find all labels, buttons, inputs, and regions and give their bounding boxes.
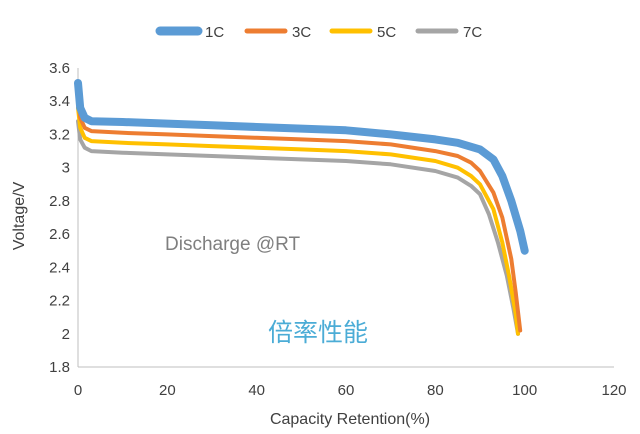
legend-label: 3C bbox=[292, 24, 311, 41]
y-tick-label: 2.2 bbox=[49, 293, 70, 310]
legend-label: 7C bbox=[463, 24, 482, 41]
legend-item-5c: 5C bbox=[329, 24, 396, 41]
legend-item-3c: 3C bbox=[244, 24, 311, 41]
y-axis-title: Voltage/V bbox=[11, 181, 28, 250]
series-line-5c bbox=[76, 105, 520, 336]
legend-label: 5C bbox=[377, 24, 396, 41]
legend-item-7c: 7C bbox=[415, 24, 482, 41]
plot-area: 1.8 2 2.2 2.4 2.6 2.8 3 3.2 3.4 3.6 0 20 40 60 80 100 1… bbox=[49, 60, 626, 399]
y-tick-label: 1.8 bbox=[49, 359, 70, 376]
x-tick-label: 80 bbox=[427, 382, 444, 399]
y-axis-ticks: 1.8 2 2.2 2.4 2.6 2.8 3 3.2 3.4 3.6 bbox=[49, 60, 70, 376]
legend: 1C 3C 5C 7C bbox=[155, 24, 482, 41]
x-axis-title: Capacity Retention(%) bbox=[270, 411, 430, 428]
y-tick-label: 2.4 bbox=[49, 259, 70, 276]
x-tick-label: 60 bbox=[338, 382, 355, 399]
y-tick-label: 2.8 bbox=[49, 193, 70, 210]
discharge-condition-annotation: Discharge @RT bbox=[165, 234, 300, 255]
series-line-1c bbox=[74, 79, 529, 255]
x-tick-label: 40 bbox=[248, 382, 265, 399]
x-tick-label: 120 bbox=[601, 382, 626, 399]
y-tick-label: 3.4 bbox=[49, 93, 70, 110]
legend-label: 1C bbox=[205, 24, 224, 41]
y-tick-label: 3.6 bbox=[49, 60, 70, 77]
rate-performance-annotation: 倍率性能 bbox=[268, 318, 368, 347]
series-line-7c bbox=[76, 119, 520, 336]
y-tick-label: 3.2 bbox=[49, 126, 70, 143]
y-tick-label: 2 bbox=[62, 326, 70, 343]
x-tick-label: 0 bbox=[74, 382, 82, 399]
x-tick-label: 100 bbox=[512, 382, 537, 399]
legend-item-1c: 1C bbox=[155, 24, 224, 41]
y-tick-label: 2.6 bbox=[49, 226, 70, 243]
series-line-3c bbox=[76, 95, 523, 333]
y-tick-label: 3 bbox=[62, 160, 70, 177]
x-axis-ticks: 0 20 40 60 80 100 120 bbox=[74, 382, 627, 399]
series-lines bbox=[74, 79, 529, 336]
x-tick-label: 20 bbox=[159, 382, 176, 399]
